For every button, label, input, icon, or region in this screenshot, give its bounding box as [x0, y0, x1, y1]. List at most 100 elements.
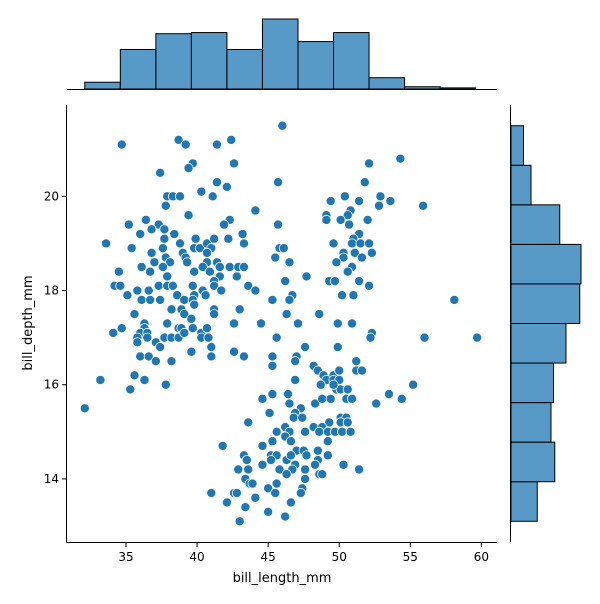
- data-point: [200, 290, 211, 301]
- data-point: [315, 379, 326, 390]
- data-point: [364, 158, 375, 169]
- data-point: [356, 365, 367, 376]
- data-point: [364, 238, 375, 249]
- y-axis-label: bill_depth_mm: [21, 275, 36, 370]
- data-point: [149, 257, 160, 268]
- data-point: [226, 134, 237, 145]
- data-point: [223, 233, 234, 244]
- data-point: [356, 252, 367, 263]
- data-point: [472, 332, 483, 343]
- data-point: [139, 375, 150, 386]
- data-point: [203, 332, 214, 343]
- x-hist-bar: [439, 87, 477, 90]
- data-point: [312, 445, 323, 456]
- data-point: [172, 290, 183, 301]
- data-point: [234, 304, 245, 315]
- data-point: [135, 229, 146, 240]
- data-point: [375, 191, 386, 202]
- x-hist-bar: [261, 18, 299, 90]
- data-point: [126, 243, 137, 254]
- data-point: [338, 252, 349, 263]
- data-point: [288, 412, 299, 423]
- data-point: [366, 247, 377, 258]
- y-axis-ticks: 14 16 18 20: [44, 189, 67, 486]
- data-point: [295, 488, 306, 499]
- data-point: [419, 332, 430, 343]
- x-hist-bar: [333, 32, 370, 90]
- data-point: [153, 280, 164, 291]
- data-point: [169, 229, 180, 240]
- data-point: [186, 346, 197, 357]
- data-point: [267, 360, 278, 371]
- data-point: [263, 483, 274, 494]
- data-point: [187, 280, 198, 291]
- data-point: [345, 426, 356, 437]
- data-point: [256, 318, 267, 329]
- data-point: [257, 440, 268, 451]
- data-point: [349, 247, 360, 258]
- data-point: [328, 379, 339, 390]
- data-point: [122, 290, 133, 301]
- data-point: [285, 497, 296, 508]
- data-point: [209, 309, 220, 320]
- x-tick-label: 45: [260, 550, 275, 564]
- data-point: [247, 478, 258, 489]
- y-hist-bar: [510, 323, 567, 364]
- data-point: [206, 488, 217, 499]
- data-point: [317, 469, 328, 480]
- x-tick-label: 35: [118, 550, 133, 564]
- data-point: [206, 342, 217, 353]
- data-point: [329, 276, 340, 287]
- data-point: [229, 346, 240, 357]
- data-point: [281, 309, 292, 320]
- data-point: [267, 389, 278, 400]
- data-point: [183, 163, 194, 174]
- data-point: [224, 261, 235, 272]
- data-point: [219, 219, 230, 230]
- data-point: [337, 290, 348, 301]
- data-point: [270, 252, 281, 263]
- data-point: [237, 229, 248, 240]
- y-hist-bar: [510, 402, 552, 443]
- data-point: [135, 351, 146, 362]
- data-point: [113, 266, 124, 277]
- data-point: [325, 196, 336, 207]
- data-point: [145, 294, 156, 305]
- x-tick-label: 60: [474, 550, 489, 564]
- data-point: [221, 497, 232, 508]
- x-hist-bar: [297, 41, 335, 90]
- data-point: [221, 181, 232, 192]
- data-point: [231, 488, 242, 499]
- data-point: [159, 224, 170, 235]
- data-point: [162, 271, 173, 282]
- data-point: [250, 205, 261, 216]
- data-point: [175, 191, 186, 202]
- data-point: [206, 351, 217, 362]
- data-point: [264, 407, 275, 418]
- data-point: [325, 393, 336, 404]
- x-tick-label: 40: [189, 550, 204, 564]
- x-axis-label: bill_length_mm: [233, 571, 332, 586]
- data-point: [321, 214, 332, 225]
- data-point: [146, 224, 157, 235]
- data-point: [136, 294, 147, 305]
- data-point: [162, 318, 173, 329]
- data-point: [132, 337, 143, 348]
- data-point: [300, 473, 311, 484]
- data-point: [339, 191, 350, 202]
- data-point: [385, 196, 396, 207]
- scatter-points: [79, 120, 483, 527]
- data-point: [187, 323, 198, 334]
- data-point: [182, 257, 193, 268]
- data-point: [271, 426, 282, 437]
- data-point: [334, 365, 345, 376]
- data-point: [300, 342, 311, 353]
- data-point: [408, 379, 419, 390]
- data-point: [186, 313, 197, 324]
- data-point: [155, 294, 166, 305]
- data-point: [285, 450, 296, 461]
- data-point: [310, 459, 321, 470]
- data-point: [240, 502, 251, 513]
- y-hist-bar: [510, 441, 556, 483]
